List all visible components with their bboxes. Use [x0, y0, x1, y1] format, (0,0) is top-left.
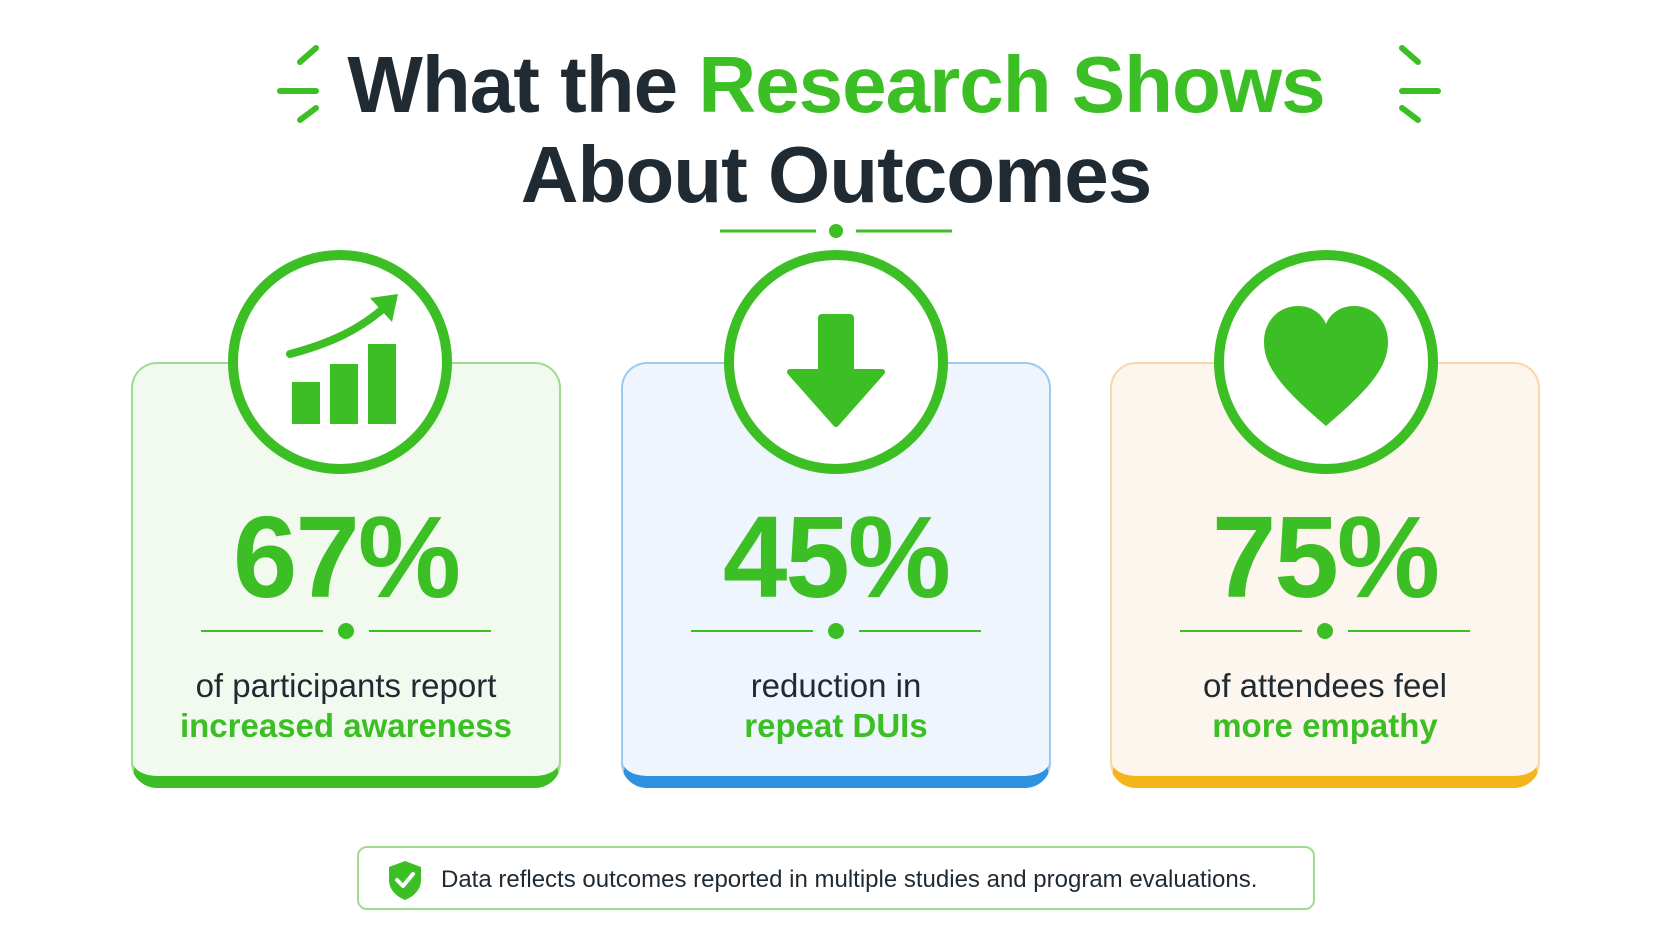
- stat-value: 75%: [1211, 492, 1440, 622]
- title-divider: [720, 224, 952, 238]
- card-divider: [201, 623, 491, 639]
- stat-value: 45%: [722, 492, 951, 622]
- card-divider: [1180, 623, 1470, 639]
- stat-card-repeat-duis: 45% reduction in repeat DUIs: [621, 362, 1051, 788]
- footnote: Data reflects outcomes reported in multi…: [357, 846, 1315, 910]
- stat-label-highlight: more empathy: [1212, 707, 1438, 744]
- sparkle-right-icon: [1399, 45, 1441, 123]
- page-title: What the Research Shows About Outcomes: [0, 40, 1672, 220]
- title-accent: Research Shows: [698, 40, 1325, 129]
- icon-badge: [228, 250, 452, 474]
- down-arrow-icon: [787, 314, 885, 427]
- stat-label: of attendees feel: [1202, 667, 1448, 704]
- shield-check-icon: [389, 861, 421, 900]
- stat-card-awareness: 67% of participants report increased awa…: [131, 362, 561, 788]
- title-line-1: What the Research Shows: [0, 40, 1672, 130]
- title-line-2: About Outcomes: [520, 130, 1152, 219]
- bar-chart-growth-icon: [286, 294, 398, 424]
- sparkle-left-icon: [277, 45, 319, 123]
- stat-label-highlight: increased awareness: [179, 707, 513, 744]
- card-divider: [691, 623, 981, 639]
- footnote-text: Data reflects outcomes reported in multi…: [441, 866, 1258, 893]
- stat-label: of participants report: [195, 667, 497, 704]
- icon-badge: [1214, 250, 1438, 474]
- title-part-1: What the: [347, 40, 699, 129]
- stat-label: reduction in: [750, 667, 922, 704]
- icon-badge: [724, 250, 948, 474]
- heart-icon: [1264, 306, 1388, 426]
- stat-label-highlight: repeat DUIs: [744, 707, 928, 744]
- stat-value: 67%: [232, 492, 461, 622]
